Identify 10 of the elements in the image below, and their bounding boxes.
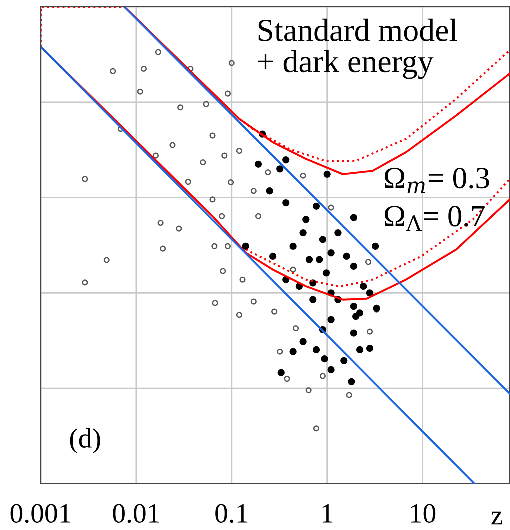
x-tick-label: 0.1	[216, 504, 248, 524]
annotation: Ω$_{Λ}$= 0.7	[384, 206, 485, 232]
x-tick-label: 0.001	[10, 504, 71, 524]
x-tick-label: 0.01	[113, 504, 160, 524]
annotation: Standard model + dark energy	[258, 18, 458, 80]
x-axis-title: z	[492, 512, 502, 525]
x-tick-label: 10	[411, 504, 436, 523]
annotation: (d)	[70, 428, 100, 454]
x-tick-label: 1	[322, 504, 333, 523]
annotation: Ω$_{m}$= 0.3	[384, 168, 490, 194]
